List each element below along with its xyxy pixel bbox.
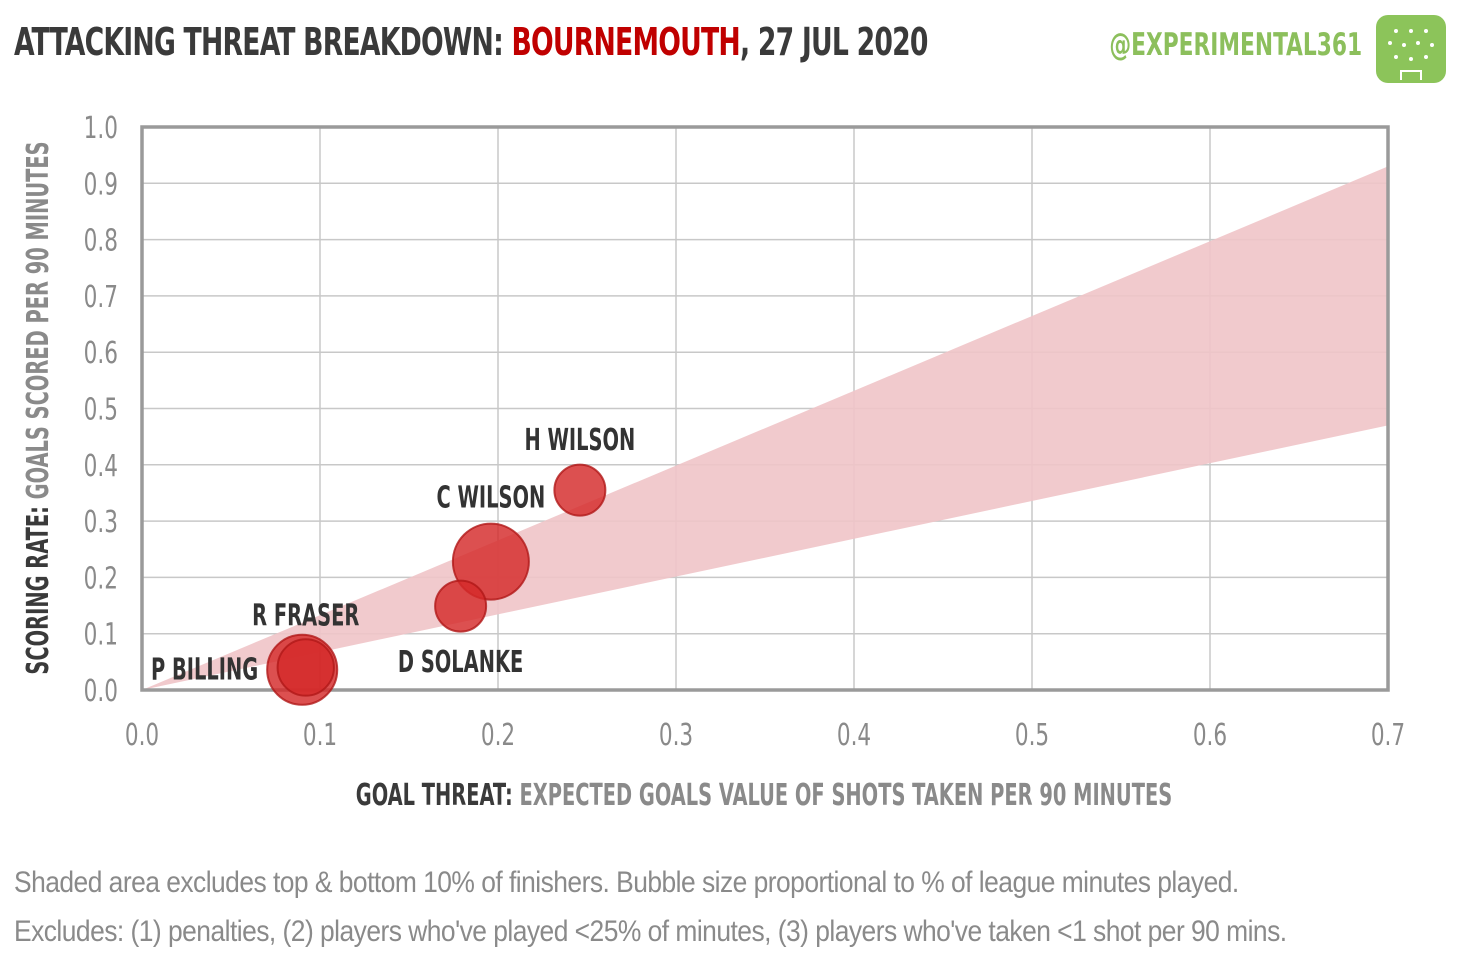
y-axis-title: SCORING RATE: GOALS SCORED PER 90 MINUTE…: [22, 141, 56, 674]
x-tick-label: 0.0: [125, 718, 159, 752]
y-tick-label: 0.0: [84, 674, 118, 708]
y-tick-label: 0.5: [84, 393, 118, 427]
plot-frame: [140, 125, 1390, 692]
bubble-c-wilson: [451, 522, 530, 601]
y-tick-label: 0.8: [84, 224, 118, 258]
point-label: D SOLANKE: [398, 646, 523, 680]
point-label: R FRASER: [252, 599, 359, 633]
x-tick-label: 0.3: [659, 718, 693, 752]
finisher-band: [142, 166, 1388, 690]
x-tick-label: 0.4: [837, 718, 871, 752]
x-tick-label: 0.6: [1193, 718, 1227, 752]
chart-title: ATTACKING THREAT BREAKDOWN: BOURNEMOUTH,…: [14, 20, 928, 64]
footnote-line-1: Shaded area excludes top & bottom 10% of…: [14, 866, 1239, 899]
title-team: BOURNEMOUTH: [511, 20, 740, 64]
footnote-line-2: Excludes: (1) penalties, (2) players who…: [14, 915, 1287, 948]
title-prefix: ATTACKING THREAT BREAKDOWN:: [14, 20, 512, 64]
y-tick-label: 0.9: [84, 168, 118, 202]
y-axis-title-bold: SCORING RATE:: [22, 499, 56, 674]
x-axis-title: GOAL THREAT: EXPECTED GOALS VALUE OF SHO…: [356, 779, 1172, 813]
x-axis-title-bold: GOAL THREAT:: [356, 779, 520, 813]
y-axis-title-rest: GOALS SCORED PER 90 MINUTES: [22, 141, 56, 499]
title-date: , 27 JUL 2020: [739, 20, 928, 64]
bubble-h-wilson: [553, 463, 607, 517]
x-axis-title-rest: EXPECTED GOALS VALUE OF SHOTS TAKEN PER …: [519, 779, 1172, 813]
y-tick-label: 0.6: [84, 337, 118, 371]
pitch-logo-icon: [1376, 15, 1446, 83]
y-tick-label: 0.1: [84, 618, 118, 652]
x-tick-label: 0.1: [303, 718, 337, 752]
point-label: H WILSON: [524, 424, 635, 458]
y-tick-label: 0.3: [84, 506, 118, 540]
x-tick-label: 0.5: [1015, 718, 1049, 752]
y-tick-label: 0.2: [84, 562, 118, 596]
y-tick-label: 0.7: [84, 280, 118, 314]
y-tick-label: 0.4: [84, 449, 118, 483]
y-tick-label: 1.0: [84, 111, 118, 145]
twitter-handle: @EXPERIMENTAL361: [1109, 27, 1362, 63]
bubble-r-fraser: [276, 638, 335, 697]
x-tick-label: 0.7: [1371, 718, 1405, 752]
x-tick-label: 0.2: [481, 718, 515, 752]
bubble-d-solanke: [434, 579, 488, 633]
point-label: C WILSON: [436, 481, 545, 515]
point-label: P BILLING: [151, 653, 258, 687]
